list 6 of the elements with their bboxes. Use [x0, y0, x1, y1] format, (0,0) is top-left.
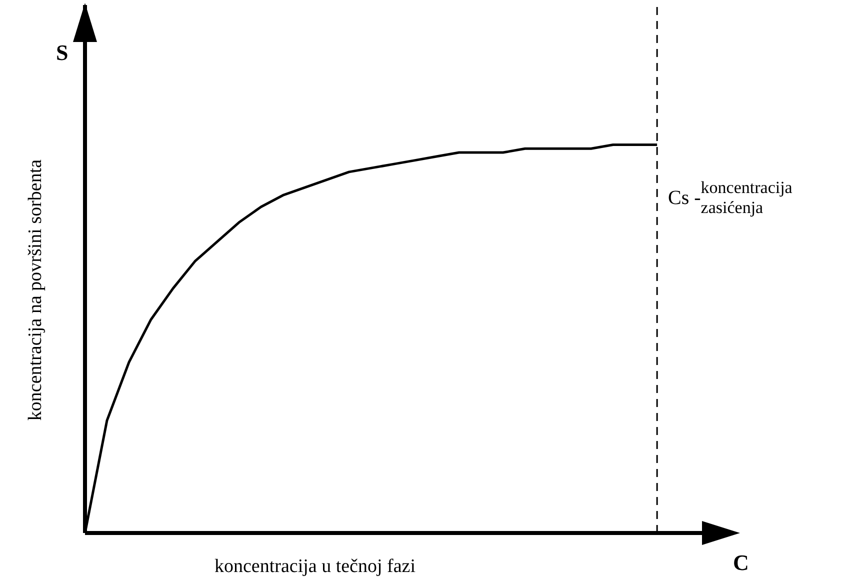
text: C [733, 550, 749, 576]
y-axis-title: koncentracija na površini sorbenta [25, 159, 47, 421]
x-axis-title: koncentracija u tečnoj fazi [214, 556, 416, 578]
text: S [56, 40, 68, 66]
annotation: Cs - [668, 186, 701, 210]
text: koncentracija zasićenja [700, 178, 794, 218]
